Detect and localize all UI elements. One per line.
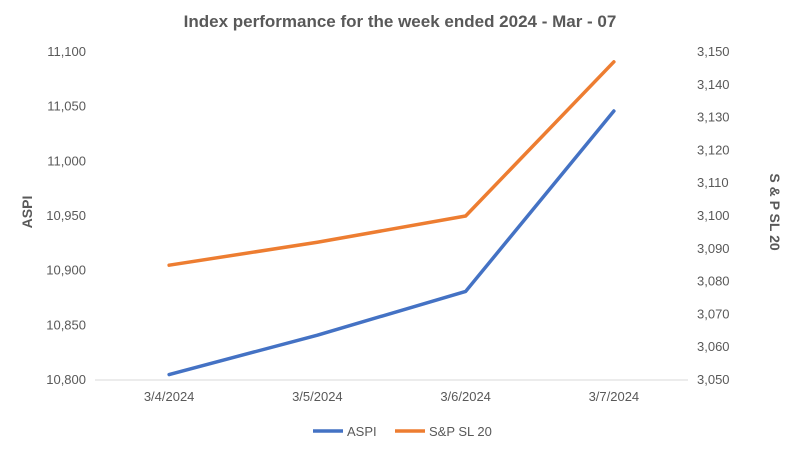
plot-area: 10,800 10,850 10,900 10,950 11,000 11,050 11,1… [46,44,729,404]
y-left-tick-label: 11,050 [47,99,86,114]
y-axis-right-title: S & P SL 20 [767,173,783,251]
x-tick-label: 3/6/2024 [440,389,491,404]
y-right-tick-label: 3,070 [697,306,730,321]
chart-title: Index performance for the week ended 202… [184,12,617,31]
y-right-tick-label: 3,050 [697,372,730,387]
y-right-tick-label: 3,100 [697,208,730,223]
y-axis-left-title: ASPI [19,196,35,229]
y-right-tick-label: 3,090 [697,241,730,256]
y-right-tick-label: 3,060 [697,339,730,354]
legend: ASPI S&P SL 20 [313,424,492,439]
y-left-tick-label: 11,000 [47,153,86,168]
x-tick-label: 3/5/2024 [292,389,343,404]
y-right-tick-label: 3,130 [697,110,730,125]
x-tick-label: 3/4/2024 [144,389,195,404]
y-right-tick-label: 3,140 [697,77,730,92]
y-left-tick-label: 10,950 [46,208,86,223]
y-left-tick-label: 10,800 [46,372,86,387]
legend-label: ASPI [347,424,377,439]
y-left-tick-label: 10,850 [46,317,86,332]
series-line-s-p-sl-20 [167,60,616,267]
y-right-tick-label: 3,080 [697,274,730,289]
y-right-tick-label: 3,110 [697,175,729,190]
series-line-aspi [167,109,616,377]
legend-label: S&P SL 20 [429,424,492,439]
y-right-tick-label: 3,150 [697,44,730,59]
y-left-tick-label: 10,900 [46,263,86,278]
x-tick-label: 3/7/2024 [589,389,640,404]
y-right-tick-label: 3,120 [697,142,730,157]
y-left-tick-label: 11,100 [47,44,86,59]
